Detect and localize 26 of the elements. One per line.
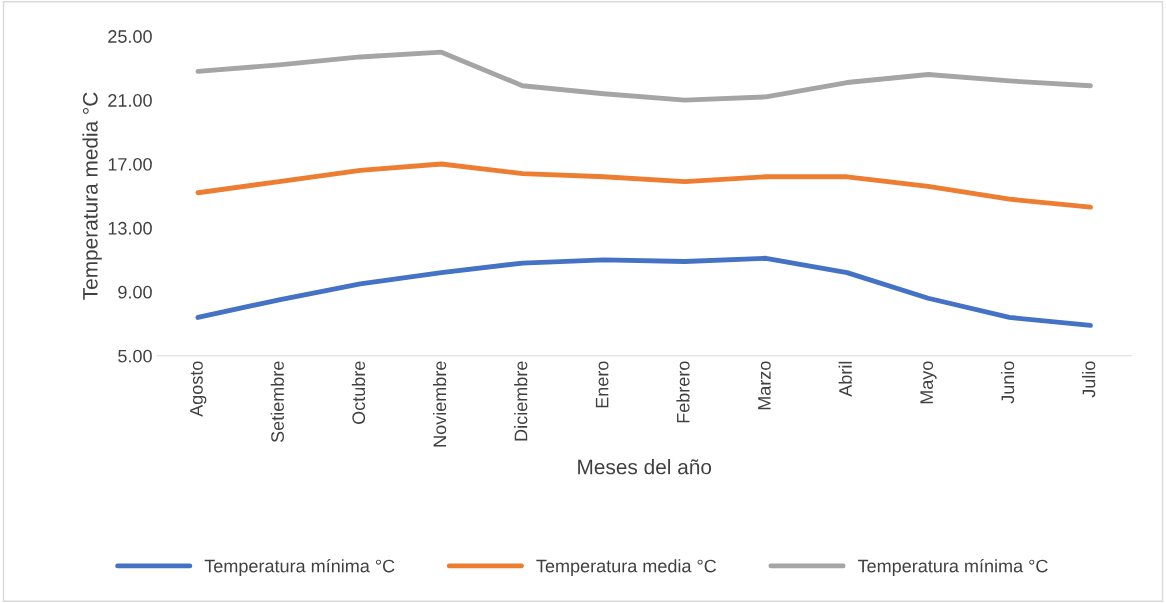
x-tick-label: Noviembre	[432, 361, 447, 447]
legend-label: Temperatura mínima °C	[857, 558, 1048, 576]
line-series	[195, 161, 1093, 210]
y-tick-label: 21.00	[108, 94, 152, 107]
y-tick-label: 13.00	[108, 221, 152, 235]
x-tick-label: Junio	[1000, 361, 1015, 404]
y-tick-label: 25.00	[108, 30, 152, 43]
y-tick-label: 17.00	[108, 157, 152, 171]
x-tick-label: Abril	[838, 361, 852, 397]
y-tick-label: 5.00	[118, 349, 152, 363]
x-tick-label: Enero	[595, 361, 609, 408]
y-axis-title: Temperatura media °C	[82, 92, 102, 300]
line-series	[195, 49, 1093, 103]
legend-label: Temperatura media °C	[536, 559, 717, 576]
x-tick-label: Setiembre	[270, 361, 284, 443]
x-tick-label: Julio	[1082, 361, 1096, 398]
legend-label: Temperatura mínima °C	[204, 558, 395, 576]
y-tick-label: 9.00	[118, 285, 152, 299]
x-tick-label: Agosto	[190, 361, 207, 417]
x-tick-label: Marzo	[758, 361, 771, 410]
x-tick-label: Diciembre	[514, 361, 528, 441]
line-series	[195, 255, 1093, 328]
x-tick-label: Mayo	[920, 361, 937, 404]
x-tick-label: Octubre	[351, 361, 366, 424]
x-axis-title: Meses del año	[578, 459, 712, 475]
x-tick-label: Febrero	[676, 361, 690, 423]
